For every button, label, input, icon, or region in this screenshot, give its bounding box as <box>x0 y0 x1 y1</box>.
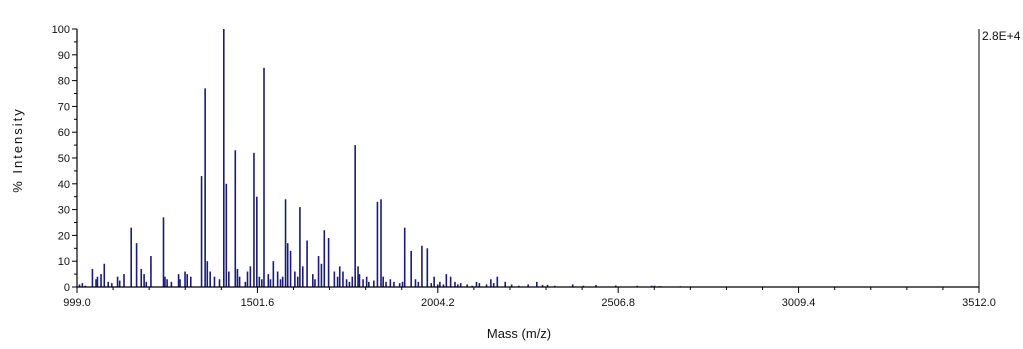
x-tick-label: 3009.4 <box>782 297 816 309</box>
y-tick-label: 30 <box>58 205 70 217</box>
y-axis-title: % Intensity <box>10 107 25 193</box>
x-tick-label: 1501.6 <box>241 297 275 309</box>
y-tick-label: 40 <box>58 179 70 191</box>
x-tick-label: 3512.0 <box>962 297 996 309</box>
x-tick-label: 2506.8 <box>601 297 635 309</box>
y-tick-label: 20 <box>58 230 70 242</box>
x-tick-label: 2004.2 <box>421 297 455 309</box>
y-tick-label: 50 <box>58 153 70 165</box>
y-axis-label: % Intensity <box>10 107 25 193</box>
x-axis-ticks: 999.0 1501.6 2004.2 2506.8 3009.4 3512.0 <box>63 287 996 309</box>
y-tick-label: 100 <box>52 24 70 36</box>
spectrum-peaks <box>78 29 940 287</box>
y-axis-ticks: 0 10 20 30 40 50 60 70 80 90 100 <box>52 24 77 294</box>
y-tick-label: 10 <box>58 256 70 268</box>
y-tick-label: 80 <box>58 76 70 88</box>
y-tick-label: 60 <box>58 127 70 139</box>
x-tick-label: 999.0 <box>63 297 91 309</box>
y-tick-label: 0 <box>64 282 70 294</box>
y-tick-label: 70 <box>58 101 70 113</box>
x-axis-label: Mass (m/z) <box>487 326 551 341</box>
intensity-scale-label: 2.8E+4 <box>982 29 1021 43</box>
y-tick-label: 90 <box>58 50 70 62</box>
